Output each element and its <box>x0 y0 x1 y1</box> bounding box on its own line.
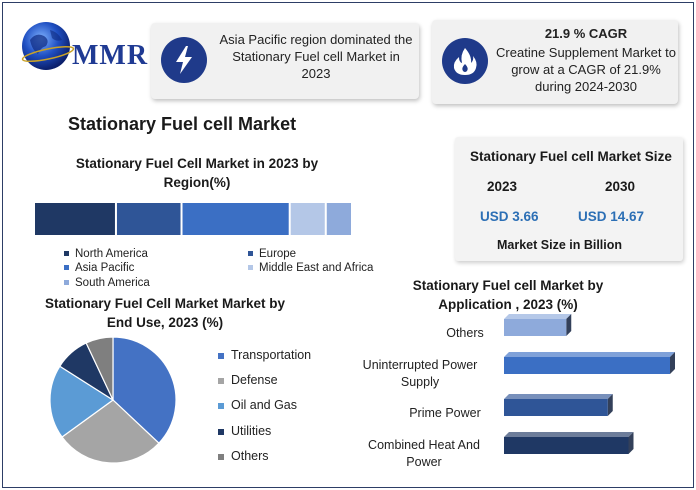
insight-text-region: Asia Pacific region dominated the Statio… <box>219 32 413 81</box>
app-label-ups: Uninterrupted Power Supply <box>362 358 478 389</box>
enduse-chart-title: Stationary Fuel Cell Market Market by En… <box>44 296 286 330</box>
app-label-prime-power: Prime Power <box>409 406 481 420</box>
application-chart-title: Stationary Fuel cell Market by Applicati… <box>412 278 604 312</box>
market-size-unit: Market Size in Billion <box>497 238 623 252</box>
market-size-card: Stationary Fuel cell Market Size 2023 20… <box>455 137 683 261</box>
legend-europe: Europe <box>248 248 296 260</box>
cagr-title: 21.9 % CAGR <box>544 26 628 41</box>
lightning-icon <box>161 37 207 83</box>
pie-slice-defense <box>61 399 160 464</box>
legend-asia-pacific: Asia Pacific <box>64 262 134 274</box>
pie-slice-oil-and-gas <box>49 365 115 438</box>
region-segment-europe <box>116 203 181 235</box>
insight-card-cagr: 21.9 % CAGR Creatine Supplement Market t… <box>432 20 678 104</box>
app-bar-uninterrupted-power-supply <box>504 352 675 374</box>
region-segment-north-america <box>35 203 115 235</box>
value-2023: USD 3.66 <box>480 209 539 224</box>
main-title: Stationary Fuel cell Market <box>68 114 297 134</box>
app-bar-combined-heat-and-power <box>504 432 634 454</box>
legend-middle-east-africa: Middle East and Africa <box>248 262 373 274</box>
value-2030: USD 14.67 <box>578 209 645 224</box>
logo-text: MMR <box>72 40 149 71</box>
region-segment-middle-east-and-africa <box>290 203 325 235</box>
app-bar-others <box>504 314 572 336</box>
flame-icon <box>442 38 488 84</box>
pie-slice-others <box>85 336 114 401</box>
year-2030: 2030 <box>605 179 636 194</box>
logo: MMR <box>16 14 149 78</box>
pie-legend-utilities: Utilities <box>218 424 271 438</box>
insight-card-region: Asia Pacific region dominated the Statio… <box>151 23 419 99</box>
legend-north-america: North America <box>64 248 148 260</box>
pie-legend-defense: Defense <box>218 373 278 387</box>
insight-text-cagr: Creatine Supplement Market to grow at a … <box>496 45 676 94</box>
app-label-chp: Combined Heat And Power <box>368 438 480 469</box>
region-segment-south-america <box>326 203 351 235</box>
region-chart-title: Stationary Fuel Cell Market in 2023 by R… <box>75 156 319 190</box>
pie-legend-others: Others <box>218 449 269 463</box>
app-label-others: Others <box>446 326 484 340</box>
pie-legend-transportation: Transportation <box>218 348 311 362</box>
market-size-title: Stationary Fuel cell Market Size <box>470 149 672 164</box>
legend-south-america: South America <box>64 277 150 289</box>
region-segment-asia-pacific <box>182 203 289 235</box>
globe-icon <box>21 22 75 70</box>
pie-slice-transportation <box>112 336 177 444</box>
year-2023: 2023 <box>487 179 518 194</box>
pie-legend-oil-gas: Oil and Gas <box>218 398 297 412</box>
app-bar-prime-power <box>504 394 613 416</box>
